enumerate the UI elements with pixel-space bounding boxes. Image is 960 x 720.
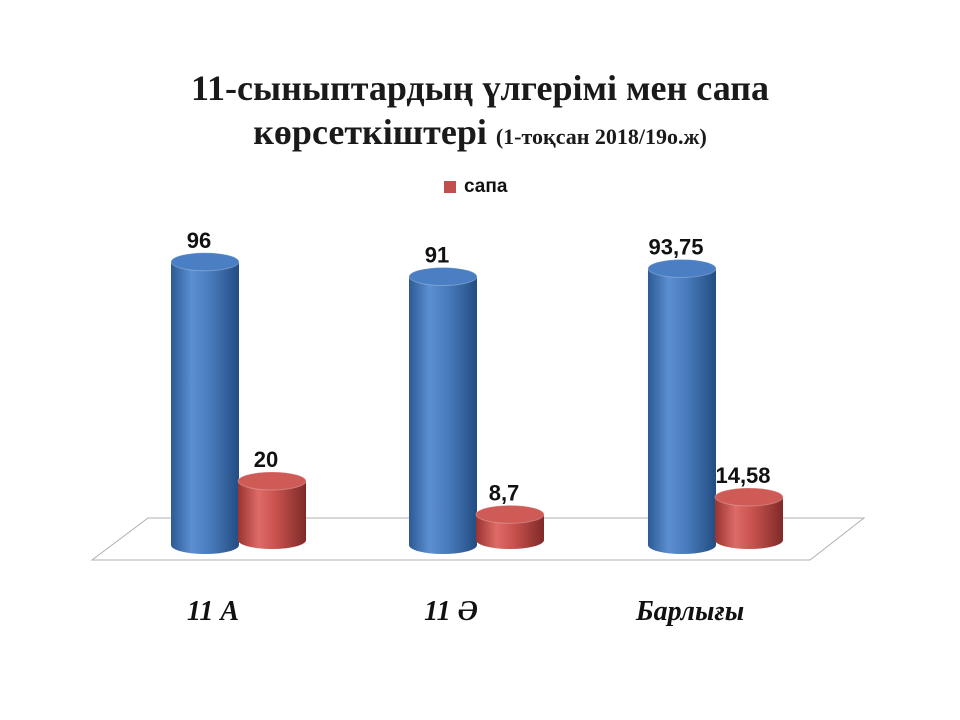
category-label-0: 11 А — [187, 596, 239, 627]
data-label-s1-1: 8,7 — [489, 480, 520, 505]
chart-title: 11-сыныптардың үлгерімі мен сапа көрсетк… — [0, 66, 960, 159]
chart-subtitle: (1-тоқсан 2018/19о.ж) — [495, 124, 707, 149]
bar-s0-1 — [409, 276, 477, 554]
legend: сапа — [444, 176, 507, 198]
bar-top-s1-2 — [714, 487, 784, 507]
data-label-s1-2: 14,58 — [715, 463, 770, 488]
bar-s1-1 — [476, 514, 544, 549]
title-line-2-text: көрсеткіштері — [253, 112, 487, 152]
bar-top-s0-1 — [408, 267, 478, 287]
data-label-s0-1: 91 — [425, 243, 449, 268]
title-line-1: 11-сыныптардың үлгерімі мен сапа — [191, 68, 769, 108]
bar-s1-2 — [715, 496, 783, 549]
legend-label-sapa: сапа — [464, 176, 508, 197]
category-label-1: 11 Ә — [424, 596, 478, 627]
data-label-s0-0: 96 — [187, 228, 211, 253]
data-label-s1-0: 20 — [254, 447, 278, 472]
title-line-2: көрсеткіштері (1-тоқсан 2018/19о.ж) — [0, 110, 960, 159]
bar-top-s0-2 — [647, 258, 717, 278]
bar-s1-0 — [238, 481, 306, 549]
bar-s0-2 — [648, 268, 716, 554]
bar-top-s1-0 — [237, 471, 307, 491]
bar-s0-0 — [171, 261, 239, 554]
legend-swatch-sapa — [444, 181, 456, 193]
bar-top-s1-1 — [475, 504, 545, 524]
bar-top-s0-0 — [170, 252, 240, 272]
data-label-s0-2: 93,75 — [648, 234, 703, 259]
category-label-2: Барлығы — [635, 596, 744, 627]
